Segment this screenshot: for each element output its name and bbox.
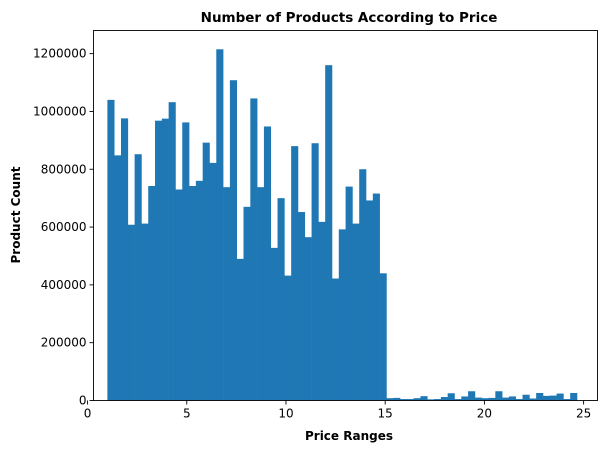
- histogram-bar: [352, 223, 360, 401]
- histogram-bar: [529, 398, 537, 401]
- y-tick-label: 400000: [41, 278, 87, 292]
- bars-group: [107, 49, 578, 401]
- histogram-bar: [182, 122, 190, 401]
- x-tick-label: 15: [378, 407, 393, 421]
- x-tick-label: 10: [278, 407, 293, 421]
- x-tick-label: 20: [477, 407, 492, 421]
- histogram-bar: [468, 391, 476, 401]
- histogram-bar: [331, 278, 340, 401]
- histogram-bar: [284, 275, 292, 401]
- histogram-bar: [345, 186, 353, 401]
- histogram-bar: [549, 395, 557, 401]
- plot-frame: [93, 30, 598, 401]
- histogram-bar: [379, 273, 387, 401]
- x-tick-label: 25: [576, 407, 591, 421]
- histogram-bar: [141, 223, 149, 401]
- histogram-bar: [243, 206, 251, 401]
- histogram-bar: [304, 237, 312, 401]
- histogram-bar: [195, 180, 203, 401]
- histogram-bar: [127, 224, 135, 401]
- histogram-bar: [250, 98, 258, 401]
- histogram-bar: [325, 65, 333, 401]
- histogram-bar: [236, 258, 244, 401]
- histogram-bar: [570, 392, 578, 401]
- histogram-bar: [502, 397, 510, 401]
- y-tick-label: 1000000: [33, 104, 86, 118]
- histogram-bar: [406, 399, 414, 401]
- histogram-bar: [114, 155, 122, 401]
- histogram-bar: [386, 398, 394, 401]
- histogram-bar: [515, 399, 523, 401]
- y-tick-label: 0: [79, 394, 87, 408]
- histogram-bar: [454, 399, 462, 401]
- histogram-bar: [508, 396, 517, 401]
- histogram-bar: [413, 398, 421, 401]
- x-axis-label: Price Ranges: [305, 429, 393, 443]
- histogram-bar: [536, 392, 544, 401]
- histogram-bar: [461, 396, 469, 401]
- histogram-bar: [488, 397, 496, 401]
- histogram-bar: [189, 186, 197, 401]
- histogram-bar: [168, 102, 176, 401]
- histogram-bar: [420, 396, 428, 401]
- chart-title: Number of Products According to Price: [201, 10, 498, 26]
- histogram-bar: [175, 189, 183, 401]
- histogram-bar: [216, 49, 224, 401]
- histogram-bar: [427, 399, 435, 401]
- histogram-bar: [400, 399, 408, 401]
- histogram-bar: [563, 399, 571, 401]
- x-axis-ticks: 0 5 10 15 20 25: [84, 400, 591, 421]
- histogram-bar: [270, 247, 278, 401]
- histogram-bar: [297, 212, 306, 401]
- histogram-bar: [434, 399, 442, 401]
- histogram-bar: [474, 397, 483, 401]
- histogram-bar: [318, 221, 326, 401]
- histogram-bar: [372, 193, 380, 401]
- histogram-bar: [155, 120, 163, 401]
- histogram-bar: [447, 393, 455, 401]
- histogram-bar: [522, 394, 530, 401]
- histogram-bar: [229, 80, 238, 401]
- histogram-bar: [311, 143, 319, 401]
- histogram-bar: [161, 118, 169, 401]
- histogram-bar: [121, 118, 129, 401]
- y-tick-label: 1200000: [33, 47, 86, 61]
- x-tick-label: 0: [84, 407, 92, 421]
- y-tick-label: 800000: [41, 162, 87, 176]
- histogram-bar: [542, 395, 551, 401]
- histogram-bar: [263, 126, 272, 401]
- x-tick-label: 5: [183, 407, 191, 421]
- histogram-bar: [257, 187, 265, 401]
- histogram-bar: [223, 187, 231, 401]
- histogram-bar: [202, 142, 210, 401]
- histogram-bar: [359, 169, 367, 401]
- histogram-bar: [481, 398, 489, 401]
- y-tick-label: 200000: [41, 336, 87, 350]
- histogram-bar: [440, 397, 448, 401]
- histogram-bar: [107, 99, 115, 401]
- histogram-bar: [495, 391, 503, 401]
- histogram-bar: [209, 162, 217, 401]
- histogram-bar: [134, 154, 142, 401]
- histogram-bar: [366, 200, 374, 401]
- histogram-bar: [556, 393, 564, 401]
- y-axis-label: Product Count: [9, 166, 23, 263]
- y-tick-label: 600000: [41, 220, 87, 234]
- histogram-bar: [291, 146, 299, 401]
- histogram-bar: [338, 229, 346, 401]
- y-axis-ticks: 0 200000 400000 600000 800000 1000000 1200000: [33, 47, 94, 408]
- histogram-bar: [277, 198, 285, 401]
- histogram-bar: [393, 397, 401, 401]
- histogram-bar: [148, 186, 156, 401]
